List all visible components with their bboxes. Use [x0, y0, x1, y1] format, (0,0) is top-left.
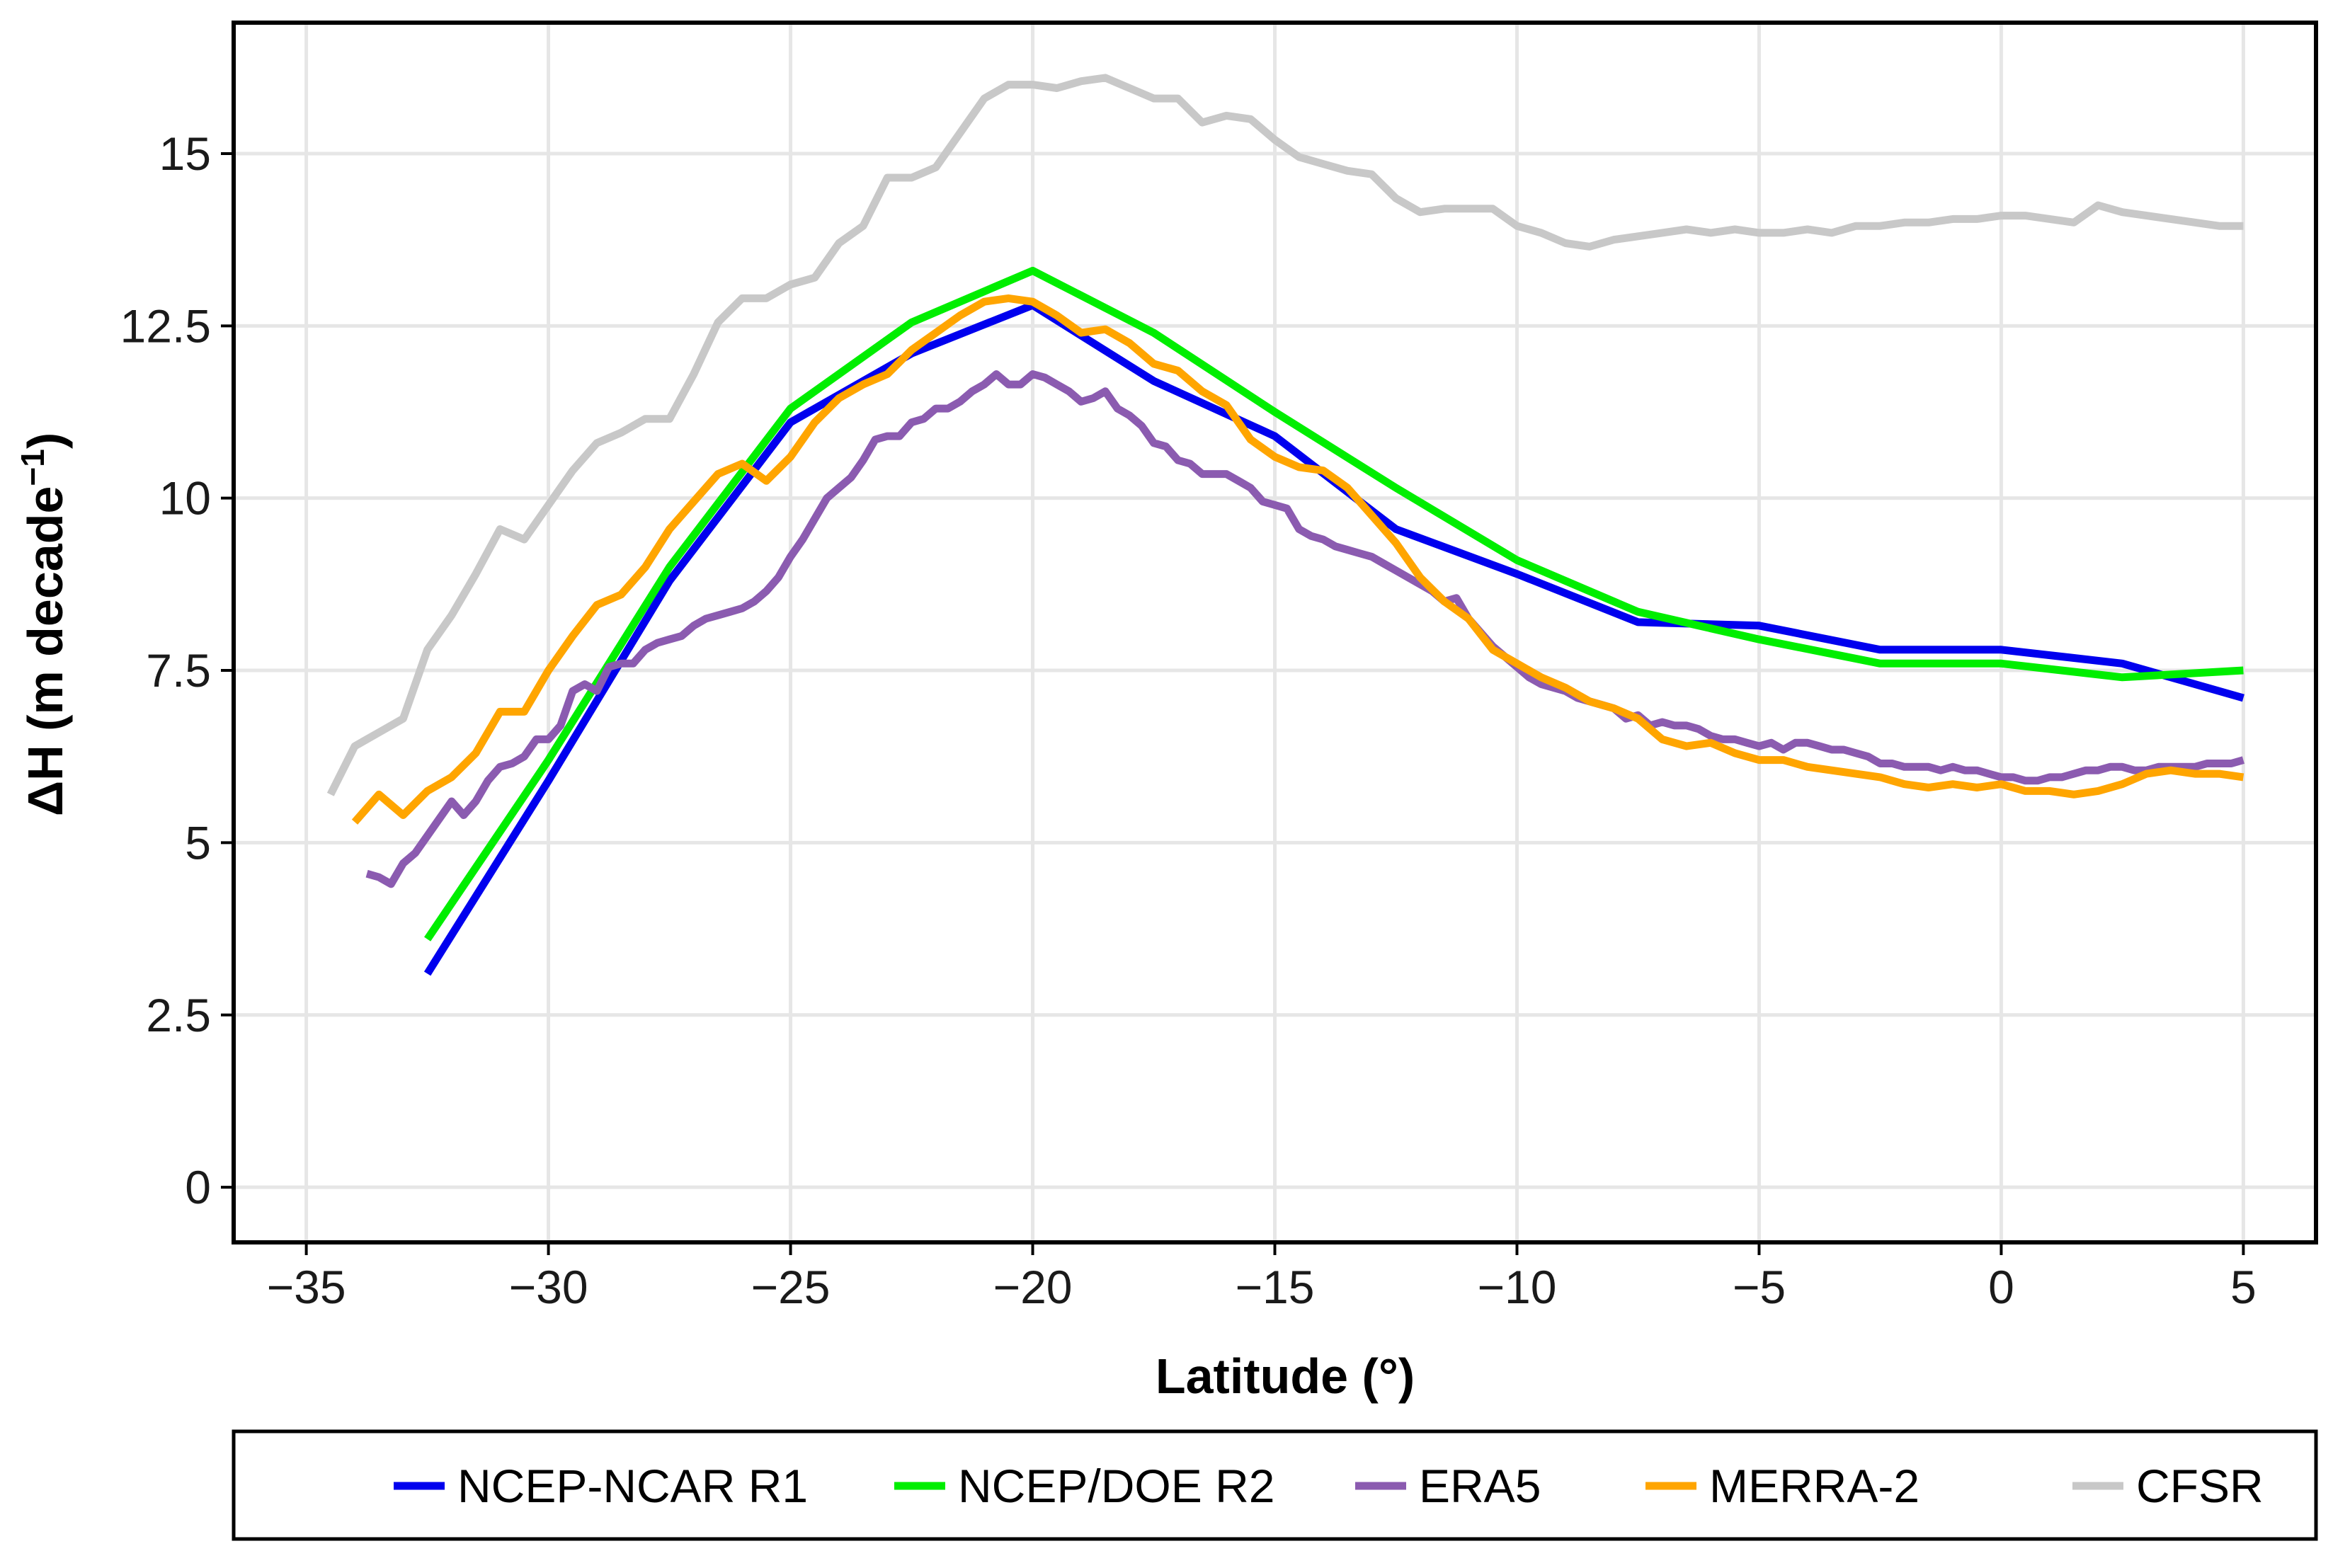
legend-label: NCEP-NCAR R1 [457, 1460, 808, 1512]
x-tick-label: −30 [509, 1261, 588, 1313]
x-axis-title: Latitude (°) [1156, 1349, 1415, 1404]
y-tick-label: 12.5 [120, 299, 211, 352]
series-line-ncep-doe-r2 [424, 266, 2244, 942]
x-tick-label: −25 [751, 1261, 831, 1313]
x-tick-label: −5 [1733, 1261, 1786, 1313]
y-axis-title-main: ΔH (m decade [18, 486, 73, 817]
x-tick-label: −10 [1477, 1261, 1556, 1313]
series-layer [326, 74, 2244, 976]
y-tick-label: 15 [159, 127, 211, 180]
legend: NCEP-NCAR R1 NCEP/DOE R2 ERA5 MERRA-2 CFSR [394, 1460, 2264, 1512]
x-axis: −35 −30 −25 −20 −15 −10 −5 0 5 [267, 1242, 2257, 1313]
x-tick-label: 5 [2230, 1261, 2257, 1313]
y-tick-label: 0 [185, 1161, 211, 1213]
legend-label: CFSR [2136, 1460, 2264, 1512]
legend-label: NCEP/DOE R2 [958, 1460, 1274, 1512]
legend-label: ERA5 [1419, 1460, 1541, 1512]
y-axis-title-close: ) [18, 433, 73, 449]
y-tick-label: 2.5 [146, 989, 211, 1041]
x-tick-label: 0 [1988, 1261, 2014, 1313]
x-tick-label: −15 [1236, 1261, 1315, 1313]
x-tick-label: −35 [267, 1261, 346, 1313]
grid [234, 23, 2316, 1242]
series-line-merra-2 [351, 294, 2244, 825]
y-tick-label: 10 [159, 472, 211, 525]
series-line-cfsr [326, 74, 2244, 796]
series-line-era5 [365, 370, 2244, 888]
y-axis: 0 2.5 5 7.5 10 12.5 15 [120, 127, 234, 1213]
y-axis-title-superscript: −1 [14, 449, 51, 486]
x-tick-label: −20 [993, 1261, 1073, 1313]
legend-box [232, 1429, 2318, 1541]
legend-label: MERRA-2 [1709, 1460, 1920, 1512]
y-tick-label: 5 [185, 816, 211, 869]
y-axis-title: ΔH (m decade−1) [14, 433, 73, 816]
y-tick-label: 7.5 [146, 644, 211, 697]
